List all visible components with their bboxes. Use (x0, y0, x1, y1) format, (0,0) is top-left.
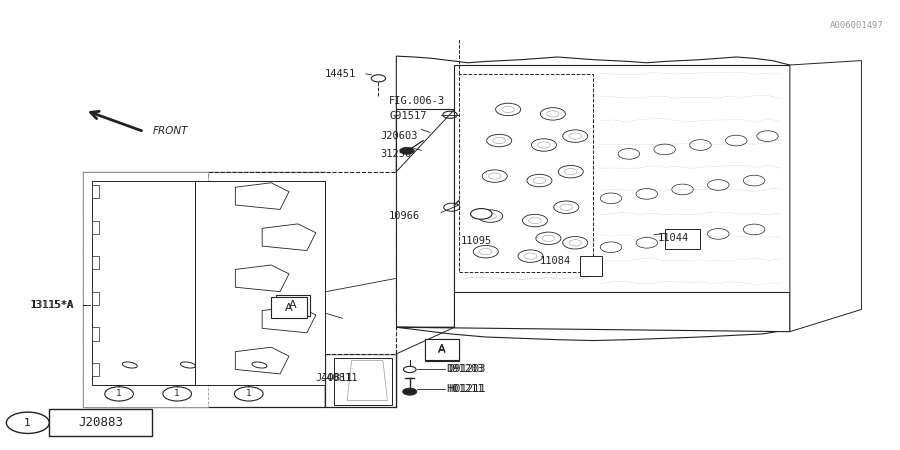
Polygon shape (92, 220, 99, 234)
Ellipse shape (181, 362, 195, 368)
Circle shape (402, 388, 417, 395)
Polygon shape (209, 171, 396, 354)
Text: G91517: G91517 (389, 111, 427, 121)
Text: 1: 1 (246, 389, 252, 398)
Ellipse shape (122, 362, 138, 368)
Text: A: A (285, 303, 292, 313)
Text: 1: 1 (24, 418, 32, 428)
Text: J40811: J40811 (320, 374, 358, 383)
Text: 14451: 14451 (325, 69, 356, 79)
Circle shape (400, 147, 414, 154)
Text: 11095: 11095 (461, 235, 492, 246)
Text: 1: 1 (175, 389, 180, 398)
Circle shape (471, 208, 492, 219)
Bar (275, 295, 310, 316)
Polygon shape (665, 230, 700, 249)
Polygon shape (235, 347, 289, 374)
Polygon shape (454, 65, 790, 292)
Text: A: A (438, 345, 446, 355)
Polygon shape (92, 327, 99, 341)
Text: A006001497: A006001497 (830, 21, 884, 30)
Polygon shape (334, 358, 392, 405)
Bar (425, 339, 459, 360)
Text: D91203: D91203 (448, 364, 486, 374)
Polygon shape (195, 180, 325, 385)
Text: H01211: H01211 (446, 384, 484, 395)
Polygon shape (92, 292, 99, 305)
Text: J40811: J40811 (316, 374, 354, 383)
Ellipse shape (252, 362, 267, 368)
Text: 13115*A: 13115*A (31, 300, 75, 310)
Polygon shape (459, 74, 593, 272)
Text: A: A (289, 301, 296, 310)
Text: A: A (438, 344, 446, 355)
Text: 1: 1 (116, 389, 122, 398)
Polygon shape (92, 185, 99, 198)
Polygon shape (92, 180, 195, 385)
Polygon shape (262, 224, 316, 251)
Polygon shape (325, 354, 396, 407)
Text: D91203: D91203 (446, 364, 484, 374)
Polygon shape (262, 306, 316, 333)
Text: 10966: 10966 (389, 211, 420, 221)
Polygon shape (92, 256, 99, 270)
Text: J20603: J20603 (380, 131, 418, 141)
Bar (271, 297, 307, 318)
Polygon shape (235, 183, 289, 209)
Text: 13115*A: 13115*A (30, 300, 74, 310)
Text: H01211: H01211 (448, 384, 486, 395)
Text: 31250: 31250 (380, 149, 411, 159)
Polygon shape (580, 256, 602, 276)
Polygon shape (235, 265, 289, 292)
Polygon shape (84, 171, 325, 407)
Polygon shape (396, 56, 790, 341)
Polygon shape (84, 171, 209, 407)
Bar (50, 410, 152, 436)
Text: 11044: 11044 (658, 234, 688, 243)
Bar (425, 339, 459, 360)
Text: FRONT: FRONT (153, 126, 188, 136)
Polygon shape (396, 292, 790, 332)
Polygon shape (790, 61, 861, 332)
Text: J20883: J20883 (78, 416, 123, 429)
Text: 11084: 11084 (539, 256, 571, 266)
Polygon shape (347, 360, 387, 400)
Polygon shape (92, 363, 99, 376)
Polygon shape (396, 109, 454, 327)
Text: FIG.006-3: FIG.006-3 (389, 95, 446, 106)
